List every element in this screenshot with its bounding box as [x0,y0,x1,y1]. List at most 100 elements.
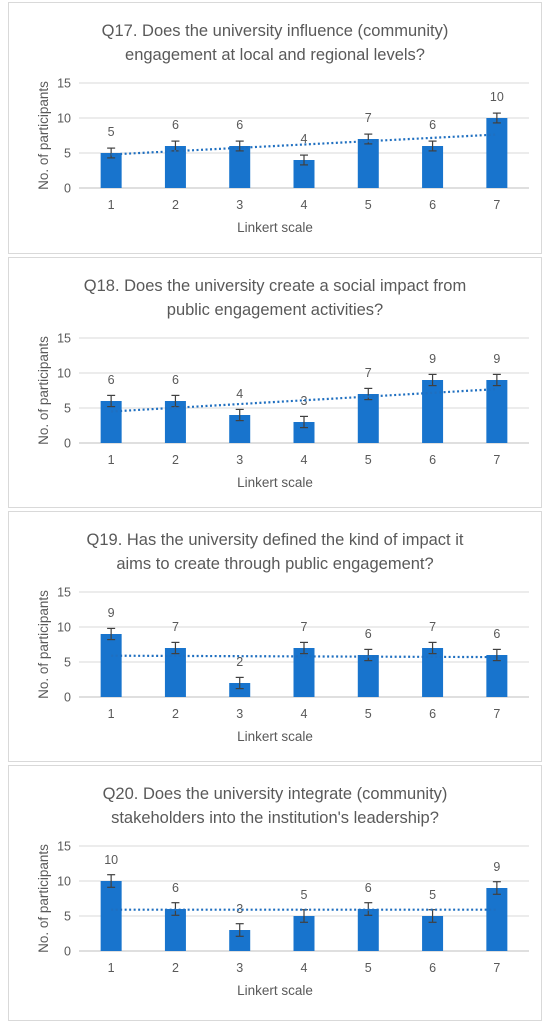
y-tick-label: 10 [57,367,71,381]
data-label: 3 [236,902,243,916]
x-axis-title: Linkert scale [237,475,313,490]
y-tick-label: 5 [64,910,71,924]
chart-plot: 0 5 10 15 6 1 6 2 4 3 3 4 7 5 9 6 9 7 [57,332,529,467]
x-tick-label: 3 [236,453,243,467]
x-tick-label: 5 [365,453,372,467]
data-label: 6 [172,881,179,895]
data-label: 6 [172,118,179,132]
x-tick-label: 1 [108,961,115,975]
data-label: 2 [236,655,243,669]
bar [422,146,444,188]
chart-title-line: public engagement activities? [166,301,384,319]
data-label: 6 [236,118,243,132]
x-tick-label: 5 [365,198,372,212]
x-tick-label: 5 [365,707,372,721]
bar [293,648,315,697]
x-tick-label: 7 [493,707,500,721]
bar [357,139,379,188]
bar [229,683,251,697]
data-label: 5 [429,888,436,902]
bar [486,888,508,951]
x-tick-label: 2 [172,707,179,721]
x-tick-label: 6 [429,961,436,975]
x-tick-label: 3 [236,961,243,975]
data-label: 6 [429,118,436,132]
data-label: 4 [236,387,243,401]
bar [293,422,315,443]
bar [100,401,122,443]
chart-title: Q20. Does the university integrate (comm… [9,782,541,830]
bar [422,916,444,951]
chart-title-line: Q18. Does the university create a social… [83,277,467,295]
x-tick-label: 6 [429,453,436,467]
chart-title-line: engagement at local and regional levels? [125,46,425,64]
trendline [111,388,497,413]
bar [357,655,379,697]
x-tick-label: 6 [429,707,436,721]
x-tick-label: 3 [236,198,243,212]
bar [229,146,251,188]
x-tick-label: 7 [493,961,500,975]
chart-title-line: Q19. Has the university defined the kind… [86,531,464,549]
data-label: 10 [490,90,504,104]
chart-panel: Q18. Does the university create a social… [8,257,542,508]
chart-panel: Q20. Does the university integrate (comm… [8,765,542,1021]
y-tick-label: 10 [57,875,71,889]
bar [486,655,508,697]
chart-title: Q19. Has the university defined the kind… [9,528,541,576]
bar [422,380,444,443]
chart-plot: 0 5 10 15 10 1 6 2 3 3 5 4 6 5 5 6 9 7 [57,840,529,975]
chart-plot: 0 5 10 15 5 1 6 2 6 3 4 4 7 5 6 6 10 7 [57,77,529,212]
x-axis-title: Linkert scale [237,983,313,998]
bar [100,153,122,188]
trendline [111,654,497,659]
data-label: 10 [104,853,118,867]
x-tick-label: 4 [301,198,308,212]
x-tick-label: 1 [108,198,115,212]
data-label: 5 [108,125,115,139]
y-tick-label: 0 [64,691,71,705]
y-tick-label: 5 [64,402,71,416]
data-label: 9 [429,352,436,366]
bar [229,930,251,951]
x-tick-label: 2 [172,453,179,467]
chart-title-line: stakeholders into the institution's lead… [111,809,439,827]
data-label: 9 [493,352,500,366]
data-label: 5 [301,888,308,902]
x-tick-label: 4 [301,453,308,467]
data-label: 7 [301,620,308,634]
chart-title-line: Q20. Does the university integrate (comm… [102,785,448,803]
data-label: 6 [365,627,372,641]
data-label: 7 [365,111,372,125]
y-tick-label: 15 [57,77,71,91]
data-label: 9 [493,860,500,874]
data-label: 7 [429,620,436,634]
y-axis-title: No. of participants [35,844,51,953]
bar [164,648,186,697]
x-tick-label: 2 [172,198,179,212]
chart-title-line: Q17. Does the university influence (comm… [101,22,449,40]
x-axis-title: Linkert scale [237,220,313,235]
data-label: 6 [493,627,500,641]
bar [164,146,186,188]
bar [422,648,444,697]
y-tick-label: 0 [64,945,71,959]
data-label: 6 [172,373,179,387]
chart-title: Q18. Does the university create a social… [9,274,541,322]
y-tick-label: 15 [57,586,71,600]
y-axis-title: No. of participants [35,81,51,190]
y-tick-label: 15 [57,840,71,854]
chart-panel: Q19. Has the university defined the kind… [8,511,542,762]
x-tick-label: 3 [236,707,243,721]
y-tick-label: 5 [64,656,71,670]
y-axis-title: No. of participants [35,590,51,699]
x-axis-title: Linkert scale [237,729,313,744]
y-tick-label: 10 [57,112,71,126]
y-axis-title: No. of participants [35,336,51,445]
chart-title: Q17. Does the university influence (comm… [9,19,541,67]
trendline [111,133,497,156]
y-tick-label: 10 [57,621,71,635]
data-label: 4 [301,132,308,146]
bar [100,881,122,951]
bar [357,394,379,443]
